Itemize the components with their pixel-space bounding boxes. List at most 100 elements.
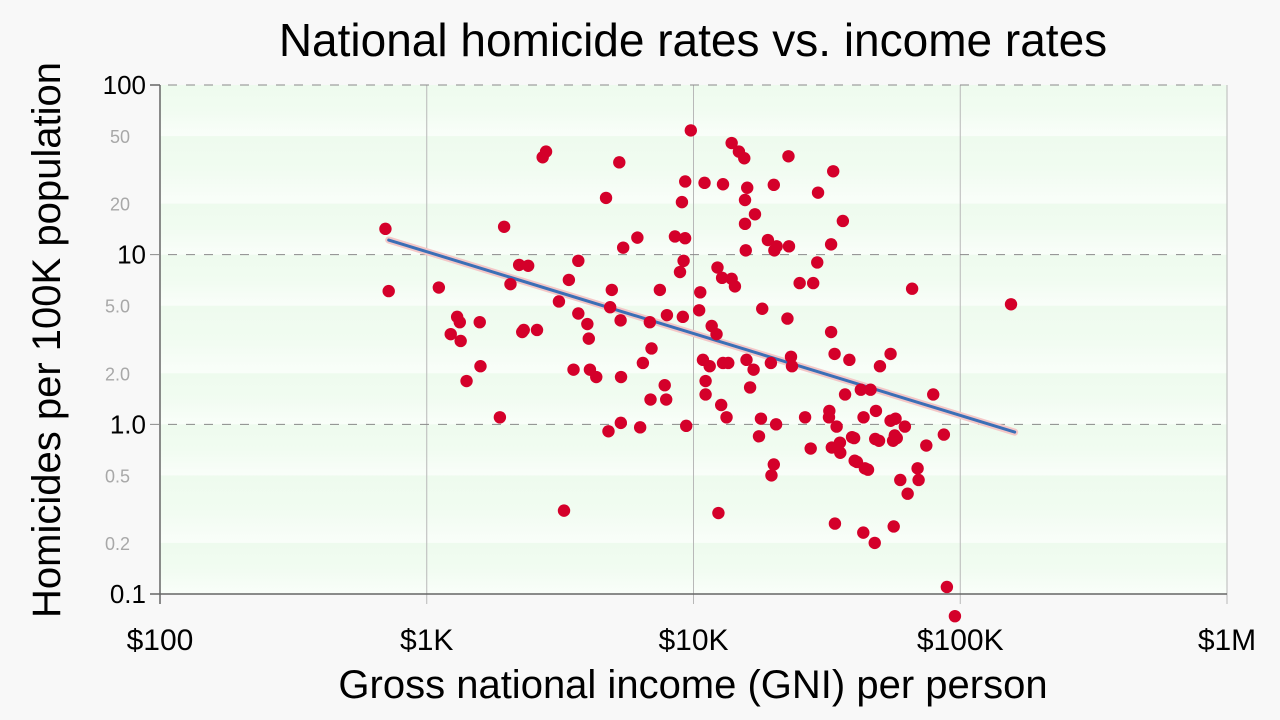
x-axis-title: Gross national income (GNI) per person xyxy=(338,663,1047,707)
data-point xyxy=(911,462,924,475)
data-point xyxy=(873,360,887,373)
data-point xyxy=(725,136,738,150)
data-point xyxy=(740,353,753,367)
data-point xyxy=(653,283,667,297)
data-point xyxy=(504,277,517,291)
data-point xyxy=(530,323,544,337)
data-point xyxy=(679,175,692,188)
data-point xyxy=(677,254,690,268)
data-point xyxy=(680,419,693,433)
y-minor-tick-label: 5.0 xyxy=(105,297,130,317)
data-point xyxy=(743,381,757,394)
data-point xyxy=(738,217,752,231)
data-point xyxy=(765,469,778,482)
data-point xyxy=(889,412,902,425)
data-point xyxy=(823,404,836,418)
data-point xyxy=(432,281,446,294)
data-point xyxy=(512,258,526,272)
data-point xyxy=(728,280,742,293)
data-point xyxy=(444,327,457,341)
data-point xyxy=(572,307,585,320)
data-point xyxy=(722,356,735,370)
data-point xyxy=(887,520,900,533)
data-point xyxy=(761,233,775,247)
data-point xyxy=(830,420,843,433)
data-point xyxy=(857,526,870,539)
data-point xyxy=(517,323,530,337)
data-point xyxy=(811,256,824,269)
data-point xyxy=(454,334,467,348)
data-point xyxy=(557,504,571,517)
y-tick-label: 100 xyxy=(103,70,146,100)
data-point xyxy=(614,370,628,384)
data-point xyxy=(782,240,796,253)
data-point xyxy=(937,428,951,441)
data-point xyxy=(673,265,687,279)
data-point xyxy=(912,473,925,487)
tick-labels: $100 $1K $10K $100K $1M 100 10 1.0 0.1 50 20 5.0 2.0… xyxy=(103,70,1257,657)
data-point xyxy=(716,178,730,191)
data-point xyxy=(643,315,657,329)
data-point xyxy=(756,302,769,315)
data-point xyxy=(843,353,856,367)
data-point xyxy=(645,342,658,355)
data-point xyxy=(552,295,566,308)
data-point xyxy=(861,463,875,476)
data-point xyxy=(644,393,657,406)
data-point xyxy=(738,193,752,207)
trend-line-group xyxy=(385,236,1019,436)
data-point xyxy=(453,315,466,329)
data-point xyxy=(714,398,728,412)
y-tick-label: 10 xyxy=(117,240,146,270)
data-point xyxy=(838,388,852,401)
data-point xyxy=(864,383,877,396)
data-point xyxy=(748,208,762,221)
data-point xyxy=(739,244,752,257)
y-minor-tick-label: 20 xyxy=(110,195,130,215)
data-point xyxy=(660,308,674,322)
chart-title: National homicide rates vs. income rates xyxy=(279,14,1107,66)
data-point xyxy=(493,411,507,424)
data-point xyxy=(927,388,940,401)
data-point xyxy=(824,238,838,251)
data-point xyxy=(699,374,712,388)
data-point xyxy=(539,145,553,158)
data-point xyxy=(603,301,617,314)
data-point xyxy=(602,425,615,438)
trend-line xyxy=(387,238,1017,434)
data-point xyxy=(920,439,933,452)
data-point xyxy=(698,176,711,190)
data-point xyxy=(613,156,626,169)
data-point xyxy=(521,259,535,272)
data-point xyxy=(710,327,723,341)
data-point xyxy=(382,284,395,298)
data-point xyxy=(869,404,883,418)
data-point xyxy=(747,363,760,376)
data-point xyxy=(473,315,486,329)
data-point xyxy=(804,442,817,455)
data-point xyxy=(798,411,812,424)
data-point xyxy=(567,363,580,376)
y-minor-tick-label: 0.2 xyxy=(105,534,130,554)
data-point xyxy=(738,152,751,165)
axes xyxy=(150,84,1227,604)
data-point xyxy=(636,356,650,370)
data-point xyxy=(460,374,473,388)
data-point xyxy=(474,360,487,373)
data-point xyxy=(692,304,706,317)
data-point xyxy=(590,370,603,384)
data-point xyxy=(720,411,733,424)
data-point xyxy=(833,436,847,449)
data-point xyxy=(901,487,914,500)
data-point xyxy=(827,165,840,178)
data-point xyxy=(948,609,962,623)
x-tick-label: $10K xyxy=(658,624,728,657)
x-tick-label: $100K xyxy=(917,624,1004,657)
data-point xyxy=(894,473,907,487)
data-point xyxy=(572,254,585,268)
data-point xyxy=(694,286,707,299)
data-point xyxy=(675,195,689,209)
data-point xyxy=(767,178,780,192)
data-point xyxy=(699,388,712,401)
x-tick-label: $1M xyxy=(1198,624,1256,657)
